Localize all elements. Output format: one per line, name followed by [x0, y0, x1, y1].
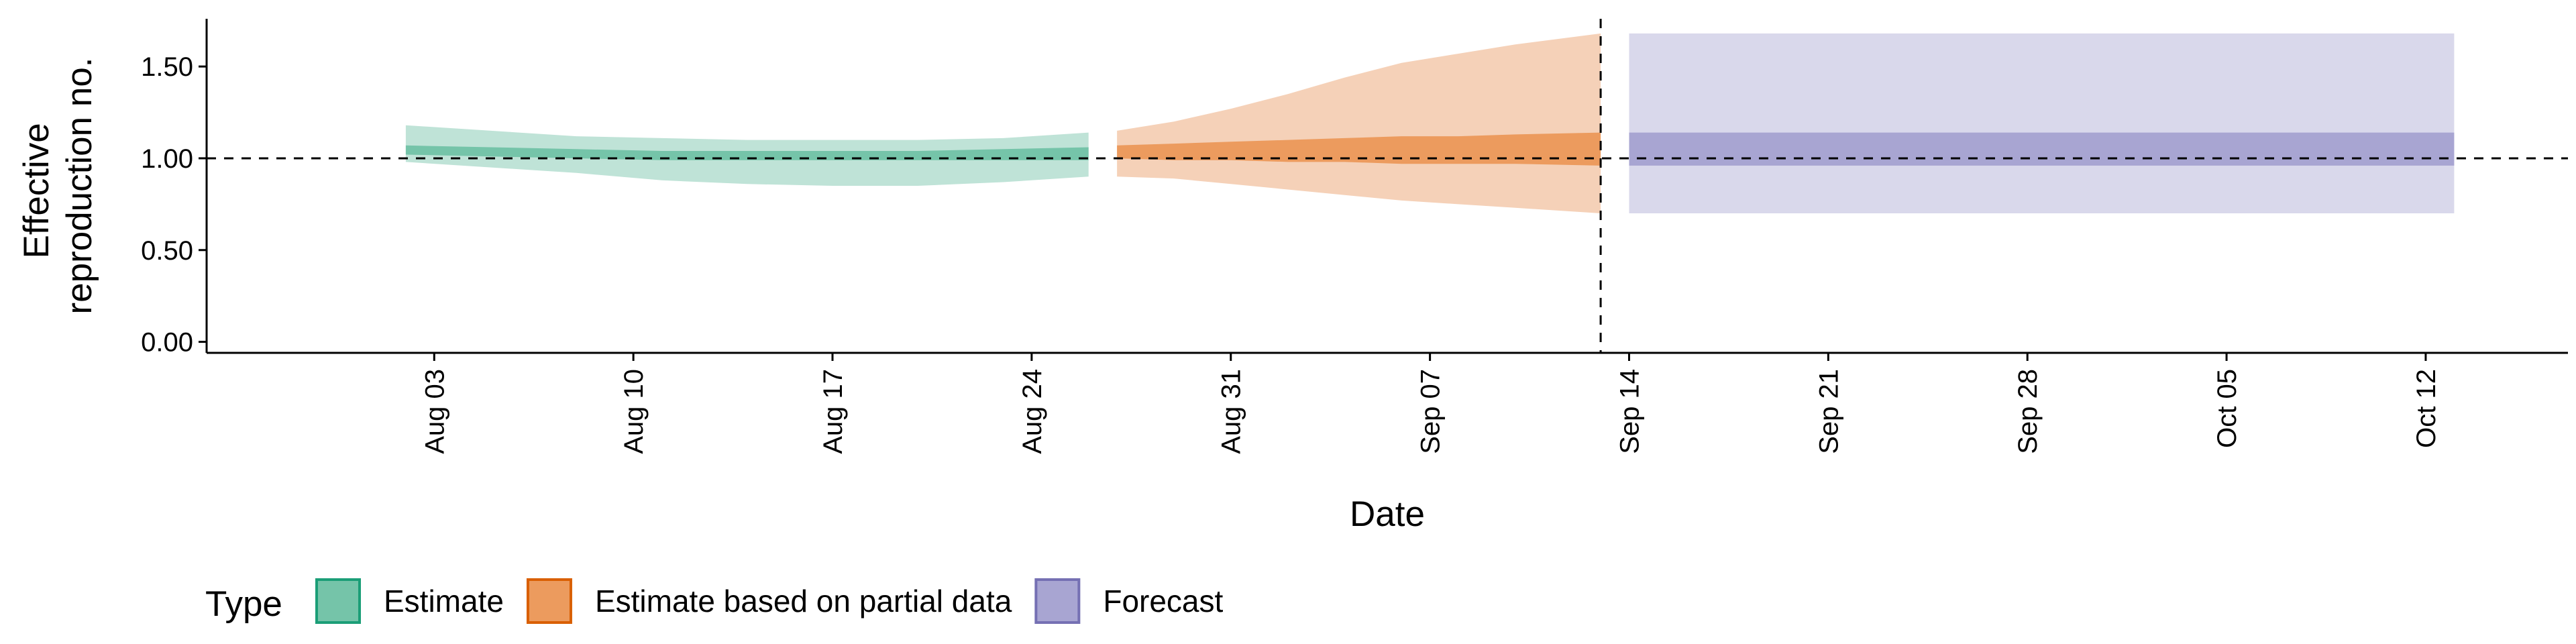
legend: Type Estimate Estimate based on partial d…: [205, 578, 1224, 624]
legend-swatch: [1034, 578, 1081, 624]
y-axis-title: Effective reproduction no.: [17, 57, 99, 314]
x-tick-label: Aug 31: [1217, 369, 1246, 454]
legend-swatch: [526, 578, 572, 624]
legend-items: Estimate Estimate based on partial data Fo…: [315, 578, 1224, 624]
x-tick-label: Aug 24: [1018, 369, 1047, 454]
y-tick-label: 0.50: [141, 236, 193, 266]
y-tick-label: 0.00: [141, 328, 193, 358]
y-tick-label: 1.00: [141, 144, 193, 174]
x-tick-label: Sep 14: [1615, 369, 1644, 454]
y-axis-title-line-1: Effective: [17, 123, 56, 258]
legend-label: Forecast: [1103, 584, 1223, 619]
y-axis-title-line-2: reproduction no.: [60, 57, 99, 314]
legend-label: Estimate based on partial data: [595, 584, 1012, 619]
axes: [205, 19, 2568, 354]
band-outer-estimate-based-on-partial-data: [1117, 33, 1601, 214]
band-outer-forecast: [1629, 33, 2455, 214]
y-tick-label: 1.50: [141, 52, 193, 82]
y-axis-ticks: 0.00 0.50 1.00 1.50: [141, 52, 207, 358]
legend-swatch: [315, 578, 361, 624]
legend-label: Estimate: [384, 584, 504, 619]
x-tick-label: Oct 05: [2212, 369, 2242, 448]
x-tick-label: Aug 17: [818, 369, 848, 454]
legend-title: Type: [205, 584, 282, 624]
bands-layer: [405, 33, 2455, 214]
x-tick-label: Aug 10: [619, 369, 649, 454]
x-tick-label: Sep 28: [2013, 369, 2043, 454]
x-tick-label: Sep 07: [1416, 369, 1446, 454]
reference-lines: [207, 19, 2568, 353]
x-axis-ticks: Aug 03 Aug 10 Aug 17 Aug 24 Aug 31 Sep 07 Sep …: [420, 353, 2441, 454]
x-tick-label: Aug 03: [420, 369, 449, 454]
x-tick-label: Sep 21: [1814, 369, 1843, 454]
band-inner-estimate: [405, 145, 1089, 160]
band-inner-forecast: [1629, 132, 2455, 166]
x-tick-label: Oct 12: [2412, 369, 2441, 448]
x-axis-title: Date: [1350, 494, 1425, 534]
